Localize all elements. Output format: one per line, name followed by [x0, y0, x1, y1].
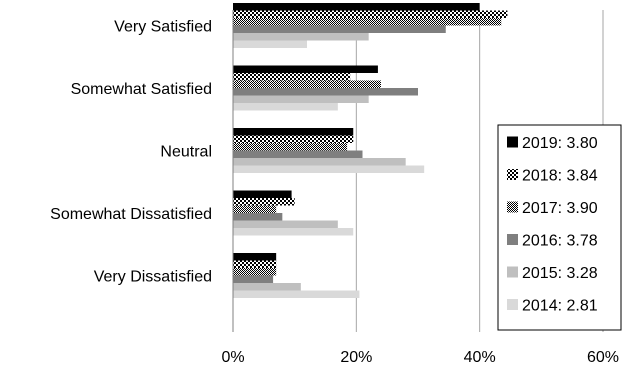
bar-neutral-2019 — [233, 128, 354, 136]
x-tick-label: 20% — [340, 349, 372, 366]
bar-somewhat-dissatisfied-2015 — [233, 220, 338, 228]
x-tick-label: 60% — [587, 349, 619, 366]
bar-somewhat-satisfied-2018 — [233, 73, 351, 81]
legend-label: 2019: 3.80 — [522, 135, 598, 152]
bar-somewhat-satisfied-2019 — [233, 65, 378, 73]
bar-somewhat-satisfied-2014 — [233, 103, 338, 111]
bar-very-dissatisfied-2017 — [233, 268, 277, 276]
legend-swatch — [507, 201, 518, 213]
bar-somewhat-dissatisfied-2014 — [233, 228, 354, 236]
x-tick-label: 40% — [464, 349, 496, 366]
bar-very-dissatisfied-2015 — [233, 283, 301, 291]
bar-neutral-2017 — [233, 143, 348, 151]
bar-neutral-2018 — [233, 135, 354, 143]
bar-somewhat-dissatisfied-2018 — [233, 198, 295, 206]
bar-very-dissatisfied-2019 — [233, 253, 277, 261]
legend-label: 2016: 3.78 — [522, 233, 598, 250]
bars — [233, 3, 508, 298]
y-tick-label: Neutral — [160, 144, 212, 161]
bar-very-satisfied-2018 — [233, 10, 508, 18]
legend-swatch — [507, 299, 518, 310]
legend-label: 2015: 3.28 — [522, 265, 598, 282]
legend-label: 2018: 3.84 — [522, 168, 598, 185]
legend-label: 2014: 2.81 — [522, 298, 598, 315]
bar-neutral-2014 — [233, 165, 425, 173]
legend-box — [497, 124, 622, 331]
bar-very-satisfied-2017 — [233, 18, 502, 26]
legend-swatch — [507, 169, 518, 180]
y-tick-label: Very Dissatisfied — [94, 269, 212, 286]
bar-somewhat-dissatisfied-2016 — [233, 213, 283, 221]
bar-very-satisfied-2016 — [233, 25, 446, 33]
legend: 2019: 3.80 2018: 3.84 2017: 3.90 2016: 3.78… — [497, 124, 622, 331]
bar-somewhat-dissatisfied-2019 — [233, 190, 292, 198]
axes: 0% 20% 40% 60% Very Satisfied Somewhat Satisf… — [50, 10, 619, 366]
legend-swatch — [507, 136, 518, 148]
bar-very-dissatisfied-2016 — [233, 275, 274, 283]
bar-neutral-2016 — [233, 150, 363, 158]
y-tick-label: Very Satisfied — [114, 19, 212, 36]
legend-swatch — [507, 234, 518, 245]
bar-somewhat-satisfied-2015 — [233, 95, 369, 103]
bar-somewhat-dissatisfied-2017 — [233, 205, 277, 213]
bar-very-satisfied-2019 — [233, 3, 480, 11]
bar-somewhat-satisfied-2017 — [233, 80, 381, 88]
legend-label: 2017: 3.90 — [522, 200, 598, 217]
legend-swatch — [507, 266, 518, 278]
bar-very-dissatisfied-2014 — [233, 290, 360, 298]
bar-very-satisfied-2014 — [233, 40, 307, 48]
bar-very-satisfied-2015 — [233, 33, 369, 41]
bar-very-dissatisfied-2018 — [233, 260, 277, 268]
y-tick-label: Somewhat Satisfied — [71, 81, 212, 98]
bar-neutral-2015 — [233, 158, 406, 166]
bar-somewhat-satisfied-2016 — [233, 88, 418, 96]
x-tick-label: 0% — [221, 349, 244, 366]
y-tick-label: Somewhat Dissatisfied — [50, 206, 212, 223]
